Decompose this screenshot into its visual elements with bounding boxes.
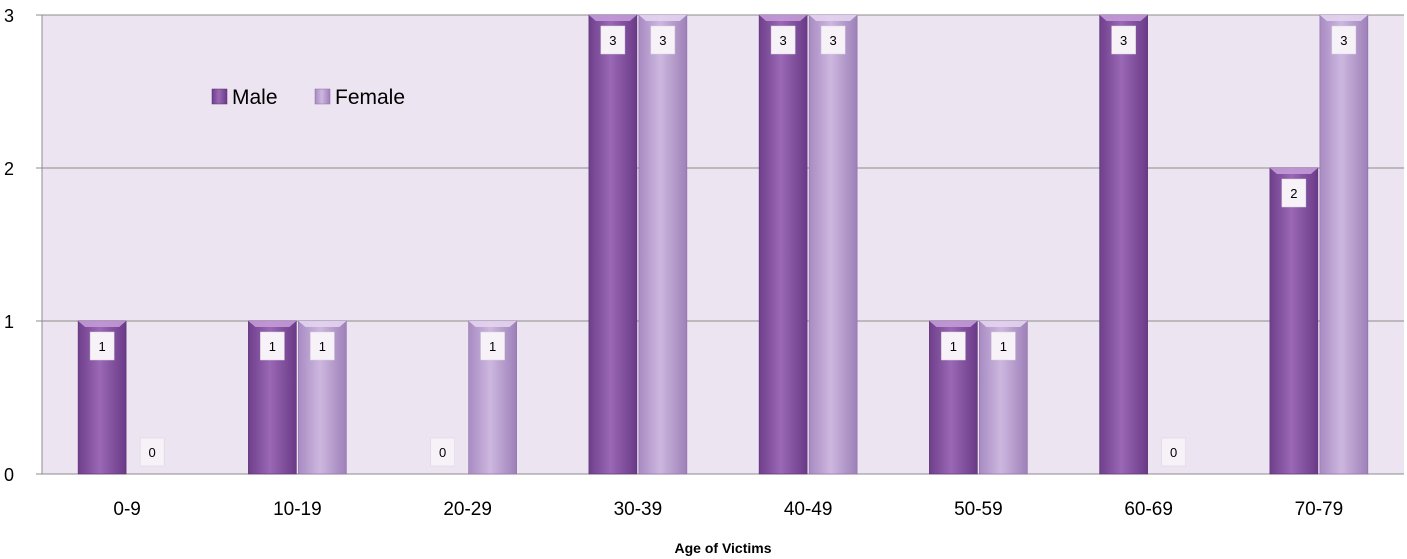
bar-cap-male bbox=[1099, 15, 1148, 21]
bar-male bbox=[588, 14, 638, 475]
y-tick-label: 0 bbox=[4, 465, 14, 485]
legend: Male Female bbox=[211, 86, 405, 109]
y-tick-label: 2 bbox=[4, 159, 14, 179]
data-label-male: 2 bbox=[1281, 178, 1307, 208]
data-label-text: 3 bbox=[659, 33, 666, 48]
data-label-text: 2 bbox=[1290, 186, 1297, 201]
y-axis-ticks: 0 1 2 3 bbox=[4, 6, 43, 485]
legend-label-female: Female bbox=[335, 86, 405, 109]
data-label-box bbox=[430, 437, 455, 467]
data-label-female: 1 bbox=[991, 331, 1016, 361]
legend-item-female: Female bbox=[314, 86, 405, 109]
data-label-text: 1 bbox=[269, 339, 276, 354]
x-tick-label: 0-9 bbox=[113, 499, 140, 520]
data-label-female: 0 bbox=[139, 437, 165, 467]
data-label-male: 0 bbox=[430, 437, 455, 467]
data-label-text: 1 bbox=[489, 339, 496, 354]
data-label-box bbox=[941, 331, 966, 361]
data-label-male: 1 bbox=[89, 331, 115, 361]
y-tick-label: 3 bbox=[4, 6, 14, 26]
data-label-text: 0 bbox=[439, 445, 446, 460]
data-label-text: 1 bbox=[1000, 339, 1007, 354]
bar-female bbox=[808, 14, 858, 475]
bar-female bbox=[1319, 14, 1369, 475]
data-label-text: 1 bbox=[99, 339, 106, 354]
bar-cap-male bbox=[588, 15, 637, 21]
y-tick-label: 1 bbox=[4, 312, 14, 332]
data-label-text: 3 bbox=[830, 33, 837, 48]
bar-male bbox=[1269, 167, 1319, 475]
bar-male bbox=[758, 14, 808, 475]
data-label-text: 3 bbox=[609, 33, 616, 48]
bar-cap-female bbox=[1319, 15, 1368, 21]
data-label-text: 3 bbox=[1340, 33, 1347, 48]
data-label-text: 0 bbox=[149, 445, 156, 460]
x-axis-label: Age of Victims bbox=[675, 540, 772, 556]
data-label-text: 3 bbox=[780, 33, 787, 48]
data-label-box bbox=[991, 331, 1016, 361]
data-label-female: 3 bbox=[1331, 25, 1357, 55]
data-label-text: 1 bbox=[319, 339, 326, 354]
data-label-box bbox=[89, 331, 115, 361]
bar-cap-male bbox=[78, 321, 127, 327]
data-label-box bbox=[770, 25, 796, 55]
x-tick-label: 60-69 bbox=[1124, 499, 1173, 520]
x-tick-label: 50-59 bbox=[954, 499, 1003, 520]
data-label-box bbox=[1331, 25, 1357, 55]
x-tick-label: 70-79 bbox=[1295, 499, 1344, 520]
data-label-text: 0 bbox=[1170, 445, 1177, 460]
data-label-box bbox=[650, 25, 676, 55]
data-label-box bbox=[480, 331, 505, 361]
bar-cap-female bbox=[638, 15, 687, 21]
legend-item-male: Male bbox=[211, 86, 278, 109]
bar-cap-female bbox=[468, 321, 517, 327]
x-tick-label: 40-49 bbox=[784, 499, 833, 520]
data-label-female: 1 bbox=[480, 331, 505, 361]
data-label-box bbox=[1281, 178, 1307, 208]
data-label-box bbox=[139, 437, 165, 467]
bar-female bbox=[638, 14, 688, 475]
data-label-female: 3 bbox=[650, 25, 676, 55]
data-label-box bbox=[310, 331, 335, 361]
bar-cap-male bbox=[1269, 168, 1318, 174]
bar-cap-female bbox=[809, 15, 858, 21]
data-label-male: 3 bbox=[770, 25, 796, 55]
data-label-box bbox=[1111, 25, 1136, 55]
data-label-box bbox=[600, 25, 626, 55]
data-label-male: 3 bbox=[1111, 25, 1136, 55]
bar-cap-female bbox=[979, 321, 1028, 327]
data-label-text: 1 bbox=[950, 339, 957, 354]
data-label-box bbox=[1161, 437, 1186, 467]
legend-swatch-male bbox=[211, 88, 228, 105]
data-label-female: 1 bbox=[310, 331, 335, 361]
data-label-male: 3 bbox=[600, 25, 626, 55]
data-label-female: 0 bbox=[1161, 437, 1186, 467]
legend-label-male: Male bbox=[232, 86, 278, 109]
bar-cap-female bbox=[298, 321, 347, 327]
x-tick-label: 10-19 bbox=[273, 499, 322, 520]
bar-cap-male bbox=[759, 15, 808, 21]
plot-area bbox=[42, 15, 1404, 474]
data-label-female: 3 bbox=[820, 25, 846, 55]
x-axis-ticks: 0-9 10-19 20-29 30-39 40-49 50-59 60-69 70-79 bbox=[113, 499, 1343, 520]
data-label-box bbox=[820, 25, 846, 55]
data-label-text: 3 bbox=[1120, 33, 1127, 48]
data-label-box bbox=[260, 331, 285, 361]
data-label-male: 1 bbox=[941, 331, 966, 361]
bar-cap-male bbox=[929, 321, 978, 327]
bars: 1 0 1 1 0 1 3 3 3 3 1 1 3 0 2 3 bbox=[77, 14, 1369, 475]
x-tick-label: 30-39 bbox=[614, 499, 663, 520]
x-tick-label: 20-29 bbox=[443, 499, 492, 520]
bar-male bbox=[1099, 14, 1148, 475]
bar-cap-male bbox=[248, 321, 297, 327]
bar-male bbox=[929, 320, 978, 475]
data-label-male: 1 bbox=[260, 331, 285, 361]
legend-swatch-female bbox=[314, 88, 331, 105]
